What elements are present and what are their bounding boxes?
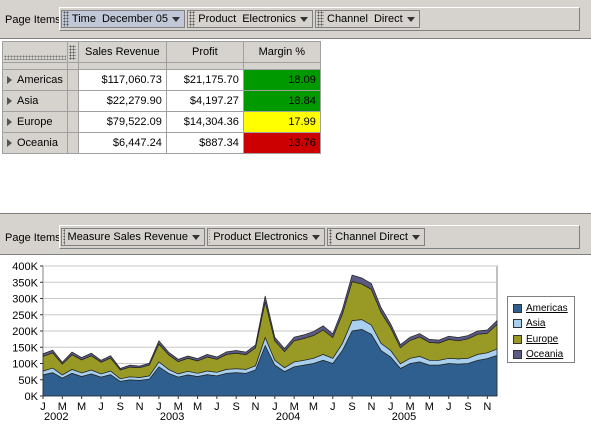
page-items-label: Page Items <box>5 14 61 26</box>
chevron-down-icon[interactable] <box>407 16 415 22</box>
drag-handle-icon[interactable] <box>63 11 69 27</box>
row-grip[interactable] <box>66 90 79 112</box>
chevron-down-icon[interactable] <box>312 234 320 240</box>
row-grip[interactable] <box>66 132 79 154</box>
crosstab-panel: Sales Revenue Profit Margin % Americas $… <box>0 38 591 213</box>
expand-arrow-icon[interactable] <box>7 76 12 85</box>
page-item-value: Direct <box>379 231 408 243</box>
table-row: Europe $79,522.09 $14,304.36 17.99 <box>2 111 321 133</box>
page-item-dim-label: Product <box>213 231 252 243</box>
spacer-cell <box>165 62 244 70</box>
spacer-cell <box>77 62 167 70</box>
cell-sales[interactable]: $6,447.24 <box>77 132 167 154</box>
cell-margin[interactable]: 17.99 <box>242 111 321 133</box>
row-header-americas[interactable]: Americas <box>2 69 68 91</box>
page-item-channel-dropdown[interactable]: Channel Direct <box>315 10 420 28</box>
cell-profit[interactable]: $887.34 <box>165 132 244 154</box>
page-item-time-dropdown[interactable]: Time December 05 <box>61 10 185 28</box>
cell-sales[interactable]: $117,060.73 <box>77 69 167 91</box>
legend-label: Americas <box>526 302 568 314</box>
chart-panel <box>0 254 591 435</box>
crosstab-page-items-bar: Page Items Time December 05 Product Electr… <box>0 4 591 34</box>
legend-swatch <box>513 334 522 344</box>
page-item-value: Electronics <box>254 231 308 243</box>
chart-legend: Americas Asia Europe Oceania <box>507 296 575 363</box>
legend-label: Europe <box>526 333 559 345</box>
chevron-down-icon[interactable] <box>412 234 420 240</box>
chevron-down-icon[interactable] <box>300 16 308 22</box>
legend-label: Asia <box>526 317 546 329</box>
row-label: Asia <box>17 95 39 107</box>
page-item-dim-label: Time <box>71 13 96 25</box>
cell-margin[interactable]: 18.09 <box>242 69 321 91</box>
page-item-value: Sales Revenue <box>113 231 188 243</box>
cell-profit[interactable]: $4,197.27 <box>165 90 244 112</box>
page-item-value: December 05 <box>101 13 168 25</box>
drag-handle-icon[interactable] <box>317 11 324 27</box>
page-item-measure-dropdown[interactable]: Measure Sales Revenue <box>61 228 205 246</box>
page-item-value: Direct <box>373 13 403 25</box>
row-header-europe[interactable]: Europe <box>2 111 68 133</box>
cell-margin[interactable]: 18.84 <box>242 90 321 112</box>
legend-item-americas[interactable]: Americas <box>513 302 568 314</box>
column-header-sales-revenue[interactable]: Sales Revenue <box>77 41 167 63</box>
legend-item-europe[interactable]: Europe <box>513 333 558 345</box>
table-row: Americas $117,060.73 $21,175.70 18.09 <box>2 69 321 91</box>
table-row: Oceania $6,447.24 $887.34 13.76 <box>2 132 321 154</box>
column-grip[interactable] <box>66 41 79 63</box>
page-item-dim-label: Measure <box>67 231 111 243</box>
drag-handle-icon[interactable] <box>63 229 65 245</box>
cell-profit[interactable]: $21,175.70 <box>165 69 244 91</box>
cell-sales[interactable]: $22,279.90 <box>77 90 167 112</box>
chart-page-items-bar: Page Items Measure Sales Revenue Product… <box>0 222 591 252</box>
row-header-asia[interactable]: Asia <box>2 90 68 112</box>
row-grip[interactable] <box>66 111 79 133</box>
corner-cell <box>2 41 68 63</box>
row-label: Americas <box>17 74 63 86</box>
legend-swatch <box>513 303 522 313</box>
page-item-dim-label: Channel <box>327 13 368 25</box>
page-item-dim-label: Product <box>198 13 237 25</box>
legend-item-oceania[interactable]: Oceania <box>513 348 563 360</box>
table-row: Asia $22,279.90 $4,197.27 18.84 <box>2 90 321 112</box>
page-item-product-dropdown[interactable]: Product Electronics <box>187 10 313 28</box>
page-item-dim-label: Channel <box>335 231 377 243</box>
cell-sales[interactable]: $79,522.09 <box>77 111 167 133</box>
row-grip[interactable] <box>66 69 79 91</box>
chevron-down-icon[interactable] <box>172 16 180 22</box>
spacer-cell <box>66 62 79 70</box>
legend-item-asia[interactable]: Asia <box>513 317 545 329</box>
expand-arrow-icon[interactable] <box>7 97 12 106</box>
page-item-channel-dropdown[interactable]: Channel Direct <box>327 228 425 246</box>
page-items-label: Page Items <box>5 232 61 244</box>
row-header-oceania[interactable]: Oceania <box>2 132 68 154</box>
drag-handle-icon[interactable] <box>209 229 211 245</box>
column-header-margin[interactable]: Margin % <box>242 41 321 63</box>
drag-handle-icon[interactable] <box>329 229 333 245</box>
column-header-profit[interactable]: Profit <box>165 41 244 63</box>
spacer-cell <box>2 62 68 70</box>
page-item-value: Electronics <box>242 13 296 25</box>
cell-margin[interactable]: 13.76 <box>242 132 321 154</box>
chevron-down-icon[interactable] <box>192 234 200 240</box>
expand-arrow-icon[interactable] <box>7 139 12 148</box>
legend-label: Oceania <box>526 348 564 360</box>
page-item-product-dropdown[interactable]: Product Electronics <box>207 228 325 246</box>
spacer-cell <box>242 62 321 70</box>
drag-handle-icon[interactable] <box>189 11 196 27</box>
legend-swatch <box>513 349 522 359</box>
row-label: Europe <box>17 116 53 128</box>
crosstab-table: Sales Revenue Profit Margin % Americas $… <box>2 41 321 154</box>
drag-handle-icon[interactable] <box>68 44 76 60</box>
row-label: Oceania <box>17 137 58 149</box>
drag-handle-icon[interactable] <box>4 55 66 60</box>
cell-profit[interactable]: $14,304.36 <box>165 111 244 133</box>
expand-arrow-icon[interactable] <box>7 118 12 127</box>
legend-swatch <box>513 318 522 328</box>
